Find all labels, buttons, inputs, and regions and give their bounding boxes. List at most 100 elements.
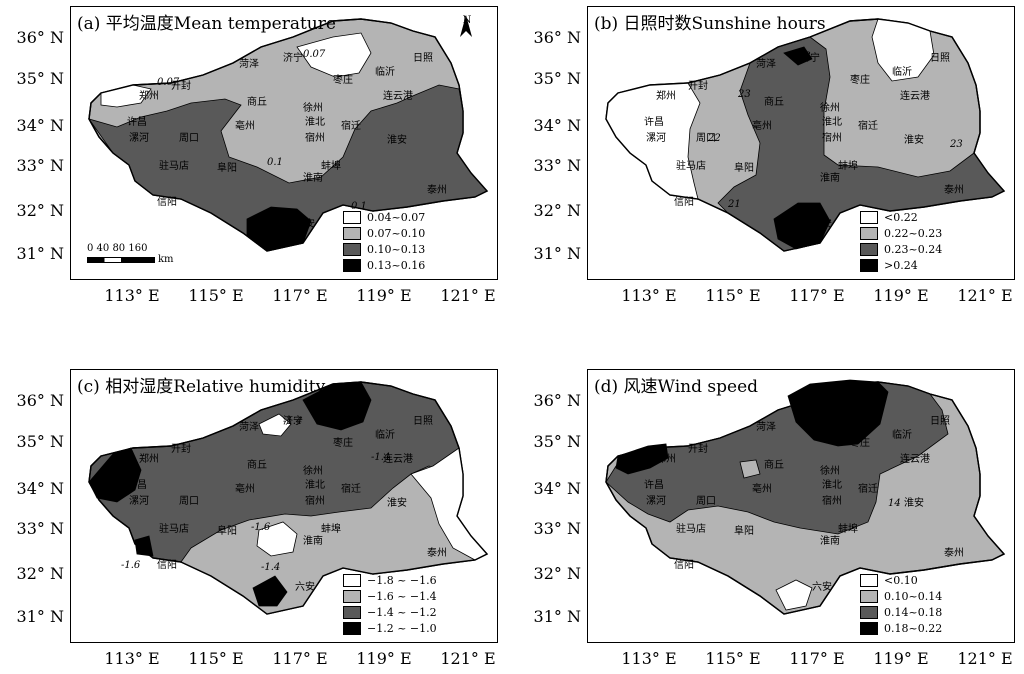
map-frame: (a) 平均温度Mean temperature 菏泽 济宁 日照 临沂 枣庄 开封 郑州 连云… xyxy=(70,6,498,280)
legend-entry: >0.24 xyxy=(860,257,942,273)
legend-swatch xyxy=(343,573,361,587)
panel-title: (c) 相对湿度Relative humidity xyxy=(77,377,326,397)
city-label: 信阳 xyxy=(674,560,694,571)
latitude-label: 33° N xyxy=(533,519,581,538)
city-label: 济宁 xyxy=(800,53,820,64)
latitude-label: 35° N xyxy=(533,432,581,451)
legend-swatch xyxy=(860,242,878,256)
legend-entry: 0.10~0.13 xyxy=(343,241,425,257)
city-label: 枣庄 xyxy=(850,75,870,86)
study-area-outline xyxy=(605,18,1006,252)
city-label: 亳州 xyxy=(235,121,255,132)
map-svg xyxy=(605,379,1006,615)
legend-swatch xyxy=(343,210,361,224)
longitude-label: 117° E xyxy=(272,649,328,668)
latitude-label: 33° N xyxy=(533,156,581,175)
legend-swatch xyxy=(860,258,878,272)
legend-label: 0.14~0.18 xyxy=(884,605,943,619)
legend-label: −1.2 ~ −1.0 xyxy=(367,621,437,635)
map-frame: (c) 相对湿度Relative humidity 菏泽 济宁 日照 临沂 枣庄 开封 郑州 连… xyxy=(70,369,498,643)
scale-ticks: 0 40 80 160 xyxy=(87,243,148,254)
city-label: 阜阳 xyxy=(734,163,754,174)
city-label: 徐州 xyxy=(820,103,840,114)
region-dark xyxy=(787,379,889,447)
region-dark xyxy=(615,443,669,475)
city-label: 信阳 xyxy=(674,197,694,208)
city-label: 阜阳 xyxy=(217,163,237,174)
longitude-label: 115° E xyxy=(188,286,244,305)
city-label: 信阳 xyxy=(157,560,177,571)
city-label: 临沂 xyxy=(375,67,395,78)
city-label: 宿迁 xyxy=(341,484,361,495)
longitude-label: 119° E xyxy=(356,649,412,668)
city-label: 连云港 xyxy=(900,91,930,102)
region-dark xyxy=(134,535,154,557)
city-label: 宿迁 xyxy=(858,484,878,495)
city-label: 蚌埠 xyxy=(321,161,341,172)
city-label: 宿州 xyxy=(305,496,325,507)
legend-label: 0.04~0.07 xyxy=(367,210,426,224)
city-label: 连云港 xyxy=(383,91,413,102)
city-label: 商丘 xyxy=(247,460,267,471)
legend-label: >0.24 xyxy=(884,258,918,272)
city-label: 宿州 xyxy=(822,496,842,507)
map-frame: (b) 日照时数Sunshine hours 菏泽 济宁 日照 临沂 枣庄 开封 郑州 连云港商… xyxy=(587,6,1015,280)
city-label: 周口 xyxy=(179,496,199,507)
longitude-label: 117° E xyxy=(789,649,845,668)
city-label: 许昌 xyxy=(644,480,664,491)
latitude-label: 33° N xyxy=(16,519,64,538)
contour-label: 23 xyxy=(738,89,751,100)
city-label: 阜阳 xyxy=(217,526,237,537)
legend-label: 0.18~0.22 xyxy=(884,621,943,635)
region-dark xyxy=(88,447,142,503)
longitude-label: 117° E xyxy=(789,286,845,305)
longitude-label: 121° E xyxy=(440,286,496,305)
region-light xyxy=(739,459,761,479)
longitude-label: 113° E xyxy=(621,286,677,305)
city-label: 商丘 xyxy=(247,97,267,108)
legend-label: 0.07~0.10 xyxy=(367,226,426,240)
city-label: 菏泽 xyxy=(756,422,776,433)
longitude-label: 119° E xyxy=(873,649,929,668)
contour-label: 14 xyxy=(888,498,901,509)
latitude-label: 36° N xyxy=(16,28,64,47)
city-label: 淮北 xyxy=(305,117,325,128)
longitude-label: 119° E xyxy=(356,286,412,305)
latitude-label: 34° N xyxy=(533,479,581,498)
legend-swatch xyxy=(860,573,878,587)
contour-label: -1.4 xyxy=(261,562,281,573)
contour-label: 0.07 xyxy=(303,49,326,60)
city-label: 蚌埠 xyxy=(321,524,341,535)
latitude-label: 35° N xyxy=(533,69,581,88)
longitude-label: 115° E xyxy=(705,649,761,668)
legend-label: 0.22~0.23 xyxy=(884,226,943,240)
city-label: 阜阳 xyxy=(734,526,754,537)
city-label: 蚌埠 xyxy=(838,161,858,172)
contour-label: 0.1 xyxy=(267,157,283,168)
legend-swatch xyxy=(343,242,361,256)
city-label: 淮南 xyxy=(820,536,840,547)
city-label: 许昌 xyxy=(644,117,664,128)
longitude-label: 119° E xyxy=(873,286,929,305)
city-label: 菏泽 xyxy=(239,59,259,70)
city-label: 许昌 xyxy=(127,117,147,128)
city-label: 济宁 xyxy=(283,416,303,427)
latitude-label: 31° N xyxy=(16,244,64,263)
longitude-label: 115° E xyxy=(705,286,761,305)
legend-swatch xyxy=(343,621,361,635)
legend-label: <0.22 xyxy=(884,210,918,224)
map-legend: <0.10 0.10~0.14 0.14~0.18 0.18~0.22 xyxy=(860,572,942,636)
legend-label: 0.23~0.24 xyxy=(884,242,943,256)
legend-entry: <0.10 xyxy=(860,572,942,588)
city-label: 枣庄 xyxy=(333,438,353,449)
city-label: 泰州 xyxy=(944,548,964,559)
city-label: 淮安 xyxy=(387,498,407,509)
city-label: 临沂 xyxy=(375,430,395,441)
study-area-outline xyxy=(88,381,489,615)
city-label: 连云港 xyxy=(900,454,930,465)
city-label: 济宁 xyxy=(800,416,820,427)
city-label: 商丘 xyxy=(764,97,784,108)
legend-entry: 0.18~0.22 xyxy=(860,620,942,636)
city-label: 徐州 xyxy=(303,103,323,114)
city-label: 周口 xyxy=(696,496,716,507)
